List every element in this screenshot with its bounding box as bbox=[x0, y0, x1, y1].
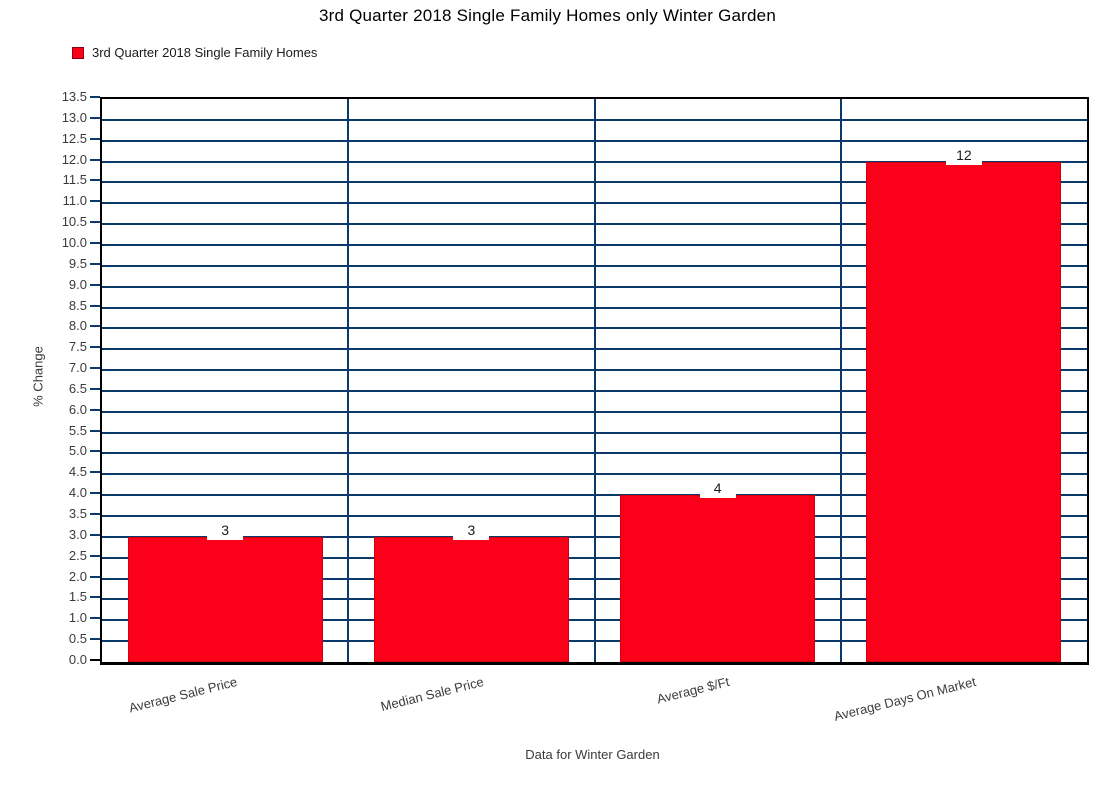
bar-4 bbox=[866, 161, 1062, 662]
y-tick-mark bbox=[90, 659, 100, 661]
y-tick-mark bbox=[90, 387, 100, 390]
y-tick-label: 4.0 bbox=[68, 485, 87, 501]
bar-1 bbox=[127, 536, 323, 662]
y-tick-label: 12.0 bbox=[61, 151, 87, 167]
y-tick-mark bbox=[90, 492, 100, 495]
y-tick-label: 3.5 bbox=[68, 506, 87, 522]
category-label: Average Days On Market bbox=[832, 674, 978, 724]
y-tick-label: 6.0 bbox=[68, 401, 87, 417]
y-tick-mark bbox=[90, 617, 100, 620]
y-tick-label: 1.0 bbox=[68, 610, 87, 626]
y-tick-label: 8.5 bbox=[68, 297, 87, 313]
legend: 3rd Quarter 2018 Single Family Homes bbox=[72, 45, 317, 60]
y-tick-mark bbox=[90, 408, 100, 411]
y-tick-mark bbox=[90, 283, 100, 286]
category-separator-gridline bbox=[347, 99, 350, 662]
category-label: Median Sale Price bbox=[379, 674, 486, 715]
y-tick-label: 3.0 bbox=[68, 526, 87, 542]
y-tick-mark bbox=[90, 533, 100, 536]
y-tick-label: 13.0 bbox=[61, 109, 87, 125]
y-tick-mark bbox=[90, 262, 100, 265]
bar-value-label: 3 bbox=[453, 519, 490, 540]
legend-series-label: 3rd Quarter 2018 Single Family Homes bbox=[92, 45, 318, 60]
y-tick-label: 0.5 bbox=[68, 631, 87, 647]
y-tick-mark bbox=[90, 513, 100, 516]
y-tick-label: 11.0 bbox=[62, 193, 87, 209]
y-tick-label: 10.5 bbox=[61, 214, 87, 230]
y-tick-mark bbox=[90, 221, 100, 224]
y-tick-mark bbox=[90, 200, 100, 203]
y-tick-label: 7.5 bbox=[68, 339, 87, 355]
y-tick-label: 10.0 bbox=[61, 234, 87, 250]
y-tick-mark bbox=[90, 137, 100, 140]
y-tick-mark bbox=[90, 158, 100, 161]
bar-2 bbox=[373, 536, 569, 662]
category-separator-gridline bbox=[593, 99, 596, 662]
bar-value-label: 12 bbox=[945, 144, 982, 165]
y-tick-label: 9.5 bbox=[68, 255, 87, 271]
chart-title: 3rd Quarter 2018 Single Family Homes onl… bbox=[319, 6, 776, 25]
bar-value-label: 3 bbox=[207, 519, 244, 540]
y-tick-label: 5.0 bbox=[68, 443, 87, 459]
y-tick-mark bbox=[90, 575, 100, 578]
y-tick-mark bbox=[90, 325, 100, 328]
y-tick-label: 12.5 bbox=[61, 130, 87, 146]
legend-swatch-icon bbox=[72, 46, 84, 59]
category-label: Average Sale Price bbox=[127, 674, 239, 716]
y-tick-mark bbox=[90, 304, 100, 307]
y-tick-mark bbox=[90, 450, 100, 453]
y-tick-label: 5.5 bbox=[68, 422, 87, 438]
y-tick-label: 8.0 bbox=[68, 318, 87, 334]
category-label: Average $/Ft bbox=[655, 674, 732, 707]
y-tick-label: 1.5 bbox=[68, 589, 87, 605]
y-tick-mark bbox=[90, 96, 100, 98]
bar-3 bbox=[620, 495, 816, 662]
y-tick-label: 7.0 bbox=[68, 360, 87, 376]
y-tick-label: 2.0 bbox=[68, 568, 87, 584]
y-tick-label: 0.0 bbox=[68, 652, 87, 667]
y-tick-mark bbox=[90, 471, 100, 474]
category-separator-gridline bbox=[839, 99, 842, 662]
y-tick-mark bbox=[90, 554, 100, 557]
x-axis-title: Data for Winter Garden bbox=[525, 747, 660, 762]
y-tick-label: 11.5 bbox=[62, 172, 87, 188]
y-tick-label: 13.5 bbox=[61, 89, 87, 104]
y-tick-mark bbox=[90, 367, 100, 370]
bar-value-label: 4 bbox=[699, 478, 736, 499]
y-tick-label: 4.5 bbox=[68, 464, 87, 480]
y-tick-mark bbox=[90, 346, 100, 349]
y-tick-label: 2.5 bbox=[68, 547, 87, 563]
y-tick-mark bbox=[90, 596, 100, 599]
y-tick-mark bbox=[90, 429, 100, 432]
y-tick-label: 9.0 bbox=[68, 276, 87, 292]
chart-plot-area: 3 3 4 12 bbox=[100, 97, 1089, 665]
y-tick-label: 6.5 bbox=[68, 380, 87, 396]
y-tick-mark bbox=[90, 638, 100, 641]
y-tick-mark bbox=[90, 116, 100, 119]
y-tick-mark bbox=[90, 241, 100, 244]
y-tick-mark bbox=[90, 179, 100, 182]
